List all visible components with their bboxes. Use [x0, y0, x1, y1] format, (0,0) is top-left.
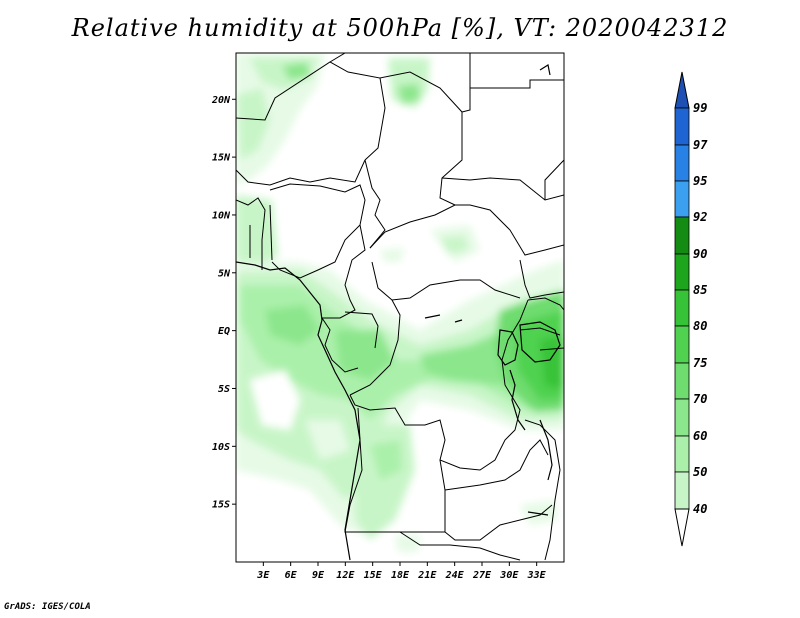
- lat-tick-label: 15S: [212, 500, 230, 511]
- colorbar-label: 95: [693, 174, 707, 188]
- colorbar-swatch: [674, 362, 690, 400]
- colorbar-swatch: [674, 398, 690, 437]
- colorbar-label: 80: [693, 319, 707, 333]
- lon-tick-label: 15E: [364, 570, 383, 581]
- colorbar: 99 97 95 92 90 85 80 75 70 60 50 40: [674, 71, 708, 547]
- lon-tick-label: 18E: [391, 570, 410, 581]
- lon-tick-label: 21E: [417, 570, 437, 581]
- lon-tick-label: 12E: [336, 570, 355, 581]
- colorbar-label: 70: [693, 392, 707, 406]
- colorbar-label: 60: [693, 429, 707, 443]
- lon-tick-label: 24E: [445, 570, 465, 581]
- colorbar-swatch: [674, 216, 690, 255]
- country-borders: [236, 53, 564, 561]
- colorbar-label: 40: [693, 502, 707, 516]
- lat-tick-label: 15N: [212, 153, 231, 164]
- colorbar-bottom-arrow: [674, 508, 690, 547]
- colorbar-swatch: [674, 289, 690, 327]
- lat-axis: 20N 15N 10N 5N EQ 5S 10S 15S: [211, 95, 236, 511]
- lon-tick-label: 3E: [256, 570, 270, 581]
- colorbar-swatch: [674, 435, 690, 473]
- colorbar-swatch: [674, 471, 690, 510]
- lat-tick-label: 20N: [211, 95, 231, 106]
- humidity-field: [236, 53, 564, 562]
- lon-axis: 3E 6E 9E 12E 15E 18E 21E 24E 27E 30E 33E: [256, 562, 547, 581]
- credit-label: GrADS: IGES/COLA: [4, 602, 91, 612]
- colorbar-swatch: [674, 180, 690, 218]
- lat-tick-label: 5S: [218, 384, 230, 395]
- colorbar-label: 92: [693, 210, 707, 224]
- colorbar-swatch: [674, 253, 690, 291]
- lon-tick-label: 33E: [527, 570, 547, 581]
- colorbar-label: 50: [693, 465, 707, 479]
- colorbar-swatch: [674, 325, 690, 364]
- colorbar-label: 97: [693, 138, 708, 152]
- colorbar-label: 99: [693, 101, 707, 115]
- lat-tick-label: 10S: [212, 442, 230, 453]
- colorbar-label: 90: [693, 247, 707, 261]
- lon-tick-label: 9E: [312, 570, 325, 581]
- colorbar-swatch: [674, 107, 690, 146]
- lat-tick-label: 5N: [218, 268, 231, 279]
- colorbar-label: 75: [693, 356, 707, 370]
- lon-tick-label: 27E: [472, 570, 492, 581]
- lon-tick-label: 30E: [499, 570, 519, 581]
- lat-tick-label: EQ: [218, 326, 230, 337]
- colorbar-swatch: [674, 144, 690, 182]
- colorbar-label: 85: [693, 283, 707, 297]
- lat-tick-label: 10N: [212, 210, 231, 221]
- colorbar-top-arrow: [674, 71, 690, 109]
- chart-title: Relative humidity at 500hPa [%], VT: 202…: [71, 14, 729, 42]
- lon-tick-label: 6E: [285, 570, 298, 581]
